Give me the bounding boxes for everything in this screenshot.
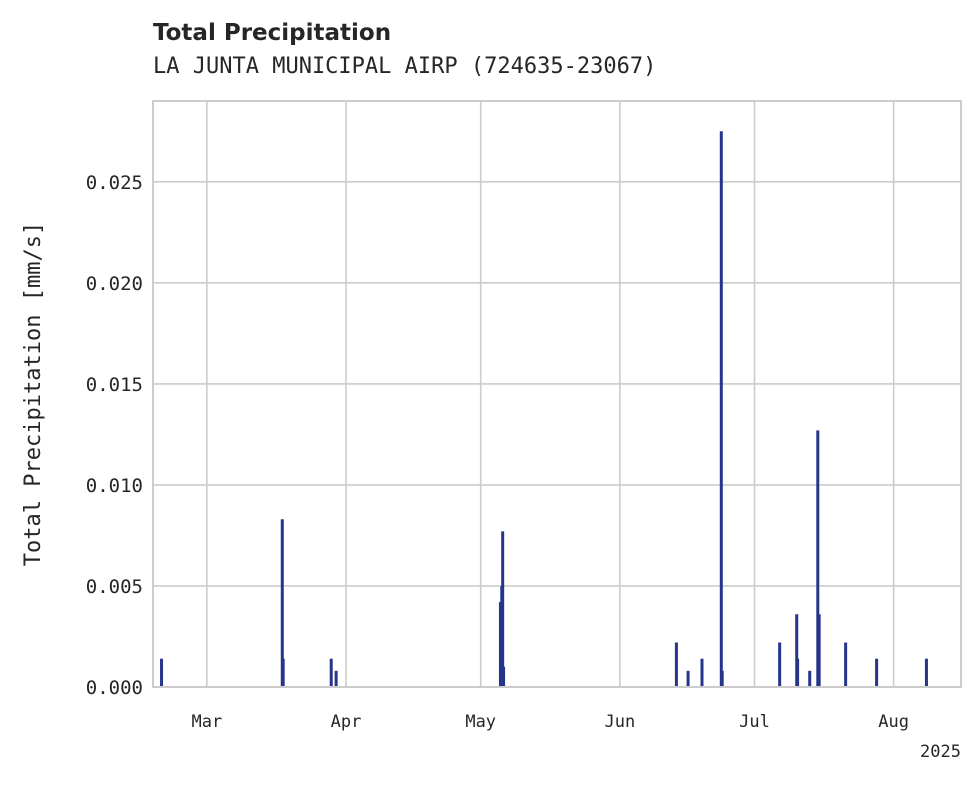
- data-bars: [160, 131, 928, 687]
- y-axis-ticks: 0.000 0.005 0.010 0.015 0.020 0.025: [86, 172, 143, 699]
- chart-title: Total Precipitation: [153, 20, 391, 46]
- x-tick-label: Jul: [739, 712, 770, 732]
- y-tick-label: 0.025: [86, 172, 143, 194]
- y-tick-label: 0.000: [86, 677, 143, 699]
- x-tick-label: May: [465, 712, 496, 732]
- y-tick-label: 0.015: [86, 374, 143, 396]
- x-tick-label: Apr: [331, 712, 362, 732]
- y-tick-label: 0.010: [86, 475, 143, 497]
- grid-lines: [153, 101, 961, 688]
- x-axis-ticks: Mar Apr May Jun Jul Aug: [192, 712, 910, 732]
- x-tick-label: Jun: [604, 712, 635, 732]
- y-tick-label: 0.020: [86, 273, 143, 295]
- x-tick-label: Mar: [192, 712, 223, 732]
- plot-frame: [152, 100, 962, 688]
- x-tick-label: Aug: [878, 712, 909, 732]
- chart-subtitle: LA JUNTA MUNICIPAL AIRP (724635-23067): [153, 54, 656, 79]
- y-tick-label: 0.005: [86, 576, 143, 598]
- y-axis-label: Total Precipitation [mm/s]: [21, 222, 46, 566]
- year-label: 2025: [920, 742, 961, 762]
